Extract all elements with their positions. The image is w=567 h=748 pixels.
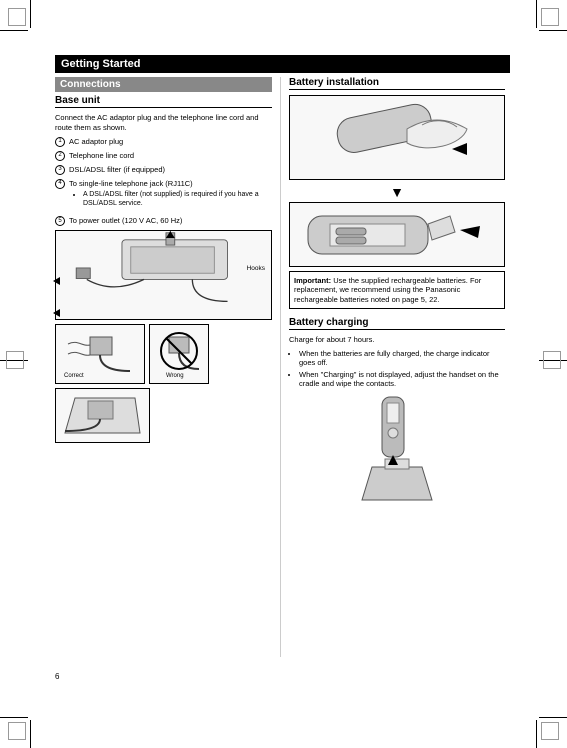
illustration-insert-battery — [289, 202, 505, 267]
label-hooks: Hooks — [247, 265, 265, 272]
svg-text:Wrong: Wrong — [166, 373, 184, 379]
important-note-box: Important: Use the supplied rechargeable… — [289, 271, 505, 309]
illustration-cable-clip — [55, 388, 150, 443]
section-header-connections: Connections — [55, 77, 272, 92]
step-list: 1AC adaptor plug 2Telephone line cord 3D… — [55, 137, 272, 227]
adapter-illustration-row: Correct Wrong — [55, 324, 272, 384]
intro-text: Connect the AC adaptor plug and the tele… — [55, 113, 272, 133]
arrow-icon — [53, 277, 60, 285]
arrow-icon — [53, 309, 60, 317]
step-1: 1AC adaptor plug — [55, 137, 272, 147]
charging-note-1: When the batteries are fully charged, th… — [299, 349, 505, 368]
svg-text:Correct: Correct — [64, 373, 84, 379]
illustration-remove-cover — [289, 95, 505, 180]
columns: Connections Base unit Connect the AC ada… — [55, 77, 510, 657]
baseunit-svg — [56, 231, 250, 310]
subheading-baseunit: Base unit — [55, 95, 272, 108]
page-number: 6 — [55, 672, 59, 681]
arrow-down-icon: ▼ — [289, 184, 505, 200]
step-3: 3DSL/ADSL filter (if equipped) — [55, 165, 272, 175]
important-label: Important: — [294, 276, 331, 285]
charging-notes: When the batteries are fully charged, th… — [299, 349, 505, 389]
right-column: Battery installation ▼ — [280, 77, 505, 657]
step-5: 5To power outlet (120 V AC, 60 Hz) — [55, 216, 272, 226]
step-2: 2Telephone line cord — [55, 151, 272, 161]
left-column: Connections Base unit Connect the AC ada… — [55, 77, 280, 657]
page: Getting Started Connections Base unit Co… — [55, 55, 510, 675]
illustration-adapter-correct: Correct — [55, 324, 145, 384]
illustration-base-connections: Hooks — [55, 230, 272, 320]
step-4: 4 To single-line telephone jack (RJ11C) … — [55, 179, 272, 213]
illustration-handset-charger — [332, 392, 462, 507]
illustration-adapter-wrong: Wrong — [149, 324, 209, 384]
subheading-battery-install: Battery installation — [289, 77, 505, 90]
subheading-battery-charging: Battery charging — [289, 317, 505, 330]
charging-text: Charge for about 7 hours. — [289, 335, 505, 345]
charging-note-2: When "Charging" is not displayed, adjust… — [299, 370, 505, 389]
header-title: Getting Started — [61, 58, 140, 70]
step-4-note: A DSL/ADSL filter (not supplied) is requ… — [83, 190, 272, 208]
header-bar: Getting Started — [55, 55, 510, 73]
